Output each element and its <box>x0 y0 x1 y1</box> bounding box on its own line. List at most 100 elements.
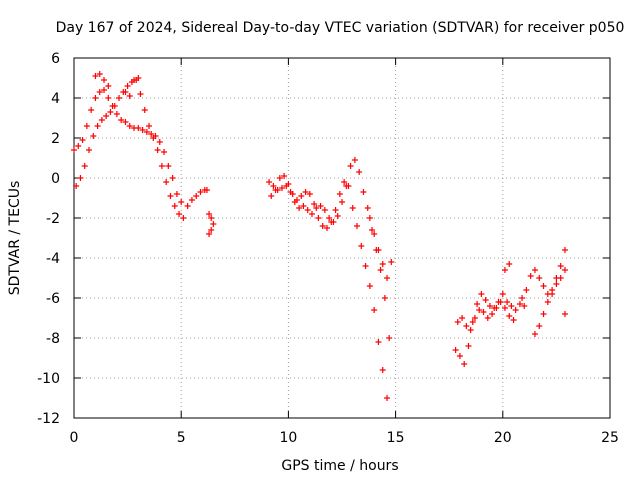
series-arc-2c <box>366 215 395 281</box>
y-tick-label: -2 <box>46 211 60 227</box>
chart-title: Day 167 of 2024, Sidereal Day-to-day VTE… <box>56 20 625 36</box>
data-point-marker <box>336 191 343 197</box>
data-point-marker <box>561 267 568 273</box>
data-point-marker <box>137 91 144 97</box>
data-point-marker <box>83 123 90 129</box>
data-point-marker <box>139 127 146 133</box>
data-point-marker <box>105 83 112 89</box>
x-axis-label: GPS time / hours <box>281 458 398 474</box>
data-point-marker <box>266 179 273 185</box>
data-point-marker <box>471 315 478 321</box>
data-point-marker <box>557 275 564 281</box>
data-point-marker <box>278 185 285 191</box>
data-point-marker <box>467 327 474 333</box>
data-point-marker <box>557 263 564 269</box>
data-point-marker <box>293 197 300 203</box>
data-point-marker <box>146 123 153 129</box>
x-tick-label: 0 <box>70 430 79 446</box>
data-point-marker <box>154 147 161 153</box>
data-point-marker <box>135 125 142 131</box>
data-point-marker <box>77 175 84 181</box>
data-point-marker <box>169 175 176 181</box>
data-point-marker <box>388 259 395 265</box>
series-arc-1c <box>92 71 142 99</box>
data-point-marker <box>206 211 213 217</box>
data-point-marker <box>347 163 354 169</box>
data-point-marker <box>300 203 307 209</box>
data-point-marker <box>197 189 204 195</box>
data-point-marker <box>527 273 534 279</box>
data-point-marker <box>98 117 105 123</box>
data-point-marker <box>521 303 528 309</box>
data-point-marker <box>101 87 108 93</box>
data-point-marker <box>323 225 330 231</box>
data-point-marker <box>341 179 348 185</box>
data-point-marker <box>184 203 191 209</box>
data-point-marker <box>553 281 560 287</box>
data-point-marker <box>317 203 324 209</box>
data-point-marker <box>86 147 93 153</box>
data-point-marker <box>360 189 367 195</box>
data-point-marker <box>193 193 200 199</box>
y-tick-label: -10 <box>37 371 60 387</box>
plot-frame <box>73 57 611 419</box>
data-point-marker <box>165 163 172 169</box>
data-point-marker <box>510 317 517 323</box>
x-tick-label: 20 <box>494 430 512 446</box>
y-tick-label: 4 <box>51 91 60 107</box>
data-point-marker <box>302 189 309 195</box>
data-point-marker <box>188 197 195 203</box>
y-tick-label: -12 <box>37 411 60 427</box>
data-point-marker <box>549 291 556 297</box>
data-point-marker <box>476 307 483 313</box>
data-point-marker <box>328 219 335 225</box>
data-point-marker <box>369 227 376 233</box>
data-point-marker <box>354 223 361 229</box>
data-point-marker <box>311 201 318 207</box>
data-point-marker <box>178 199 185 205</box>
data-point-marker <box>135 75 142 81</box>
data-point-marker <box>105 95 112 101</box>
data-point-marker <box>456 353 463 359</box>
data-point-marker <box>499 291 506 297</box>
data-point-marker <box>171 203 178 209</box>
data-point-marker <box>148 131 155 137</box>
data-point-marker <box>208 227 215 233</box>
data-point-marker <box>486 303 493 309</box>
y-tick-label: 2 <box>51 131 60 147</box>
series-arc-1a <box>71 87 185 205</box>
x-tick-label: 10 <box>279 430 297 446</box>
data-point-marker <box>321 207 328 213</box>
y-axis-label: SDTVAR / TECUs <box>7 181 23 296</box>
data-point-marker <box>452 347 459 353</box>
data-point-marker <box>180 215 187 221</box>
data-point-marker <box>285 181 292 187</box>
data-point-marker <box>92 73 99 79</box>
data-point-marker <box>161 149 168 155</box>
data-point-marker <box>326 215 333 221</box>
data-point-marker <box>116 95 123 101</box>
data-point-marker <box>469 319 476 325</box>
data-point-marker <box>463 323 470 329</box>
data-point-marker <box>375 247 382 253</box>
data-point-marker <box>296 205 303 211</box>
data-point-marker <box>384 395 391 401</box>
data-point-marker <box>366 215 373 221</box>
data-point-marker <box>75 143 82 149</box>
data-point-marker <box>126 93 133 99</box>
data-point-marker <box>356 169 363 175</box>
data-point-marker <box>516 301 523 307</box>
series-arc-2b <box>268 173 391 401</box>
data-point-marker <box>126 123 133 129</box>
y-tick-label: -8 <box>46 331 60 347</box>
data-point-marker <box>334 213 341 219</box>
data-point-marker <box>482 297 489 303</box>
data-point-marker <box>536 323 543 329</box>
data-point-marker <box>339 199 345 205</box>
data-point-marker <box>88 107 95 113</box>
data-point-marker <box>107 109 114 115</box>
data-point-marker <box>504 299 511 305</box>
data-markers <box>71 71 568 401</box>
data-point-marker <box>71 147 77 153</box>
data-point-marker <box>96 71 103 77</box>
